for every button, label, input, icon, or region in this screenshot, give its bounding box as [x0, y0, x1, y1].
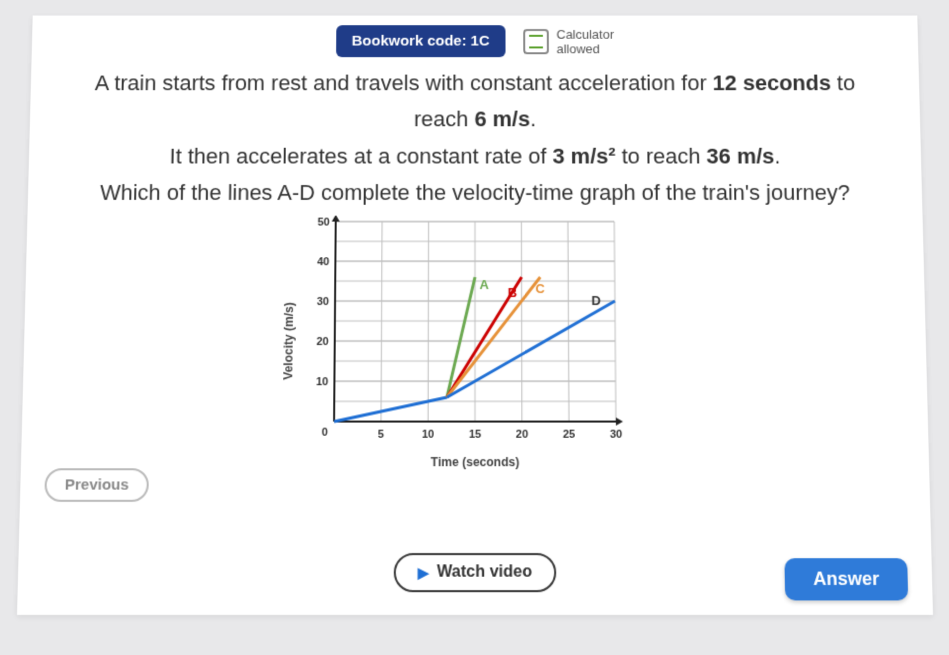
svg-text:20: 20 [316, 335, 328, 347]
previous-label: Previous [64, 476, 128, 493]
svg-text:5: 5 [377, 428, 383, 440]
q2a: It then accelerates at a constant rate o… [169, 144, 552, 169]
calculator-icon [522, 29, 548, 54]
chart-container: Velocity (m/s) 5 10 15 20 25 30 10 20 30 40 50 0 A B C… [51, 215, 899, 469]
svg-text:20: 20 [515, 428, 527, 440]
svg-text:10: 10 [316, 376, 328, 388]
question-card: Bookwork code: 1C Calculator allowed A t… [17, 16, 933, 615]
q2b: 3 m/s² [552, 144, 615, 169]
top-bar: Bookwork code: 1C Calculator allowed [61, 25, 889, 57]
svg-text:0: 0 [321, 426, 327, 438]
svg-text:30: 30 [316, 296, 328, 308]
q1a: A train starts from rest and travels wit… [94, 71, 712, 95]
q1d: 6 m/s [474, 107, 530, 131]
calculator-indicator: Calculator allowed [522, 27, 613, 56]
q2e: . [774, 144, 781, 169]
svg-text:10: 10 [421, 428, 433, 440]
watch-label: Watch video [436, 563, 531, 582]
calc-label-1: Calculator [556, 27, 614, 42]
velocity-time-chart: Velocity (m/s) 5101520253010203040500ABC… [303, 215, 646, 469]
watch-video-button[interactable]: ▶ Watch video [393, 553, 556, 592]
answer-label: Answer [812, 568, 878, 589]
svg-text:A: A [479, 277, 488, 292]
x-axis-label: Time (seconds) [303, 455, 646, 469]
y-axis-label: Velocity (m/s) [281, 302, 296, 380]
svg-text:25: 25 [562, 428, 574, 440]
question-text: A train starts from rest and travels wit… [57, 65, 892, 211]
svg-text:C: C [535, 281, 544, 296]
chart-svg: 5 10 15 20 25 30 10 20 30 40 50 0 A B C D [303, 215, 626, 445]
svg-text:15: 15 [468, 428, 480, 440]
q3: Which of the lines A-D complete the velo… [67, 174, 882, 211]
answer-button[interactable]: Answer [784, 558, 908, 600]
svg-text:50: 50 [317, 216, 329, 228]
bookwork-code-pill: Bookwork code: 1C [335, 25, 504, 57]
svg-text:30: 30 [609, 428, 621, 440]
q1e: . [529, 107, 535, 131]
play-icon: ▶ [417, 564, 428, 581]
svg-text:D: D [591, 292, 601, 307]
q2d: 36 m/s [706, 144, 774, 169]
svg-text:B: B [507, 285, 516, 300]
calc-label-2: allowed [556, 41, 614, 56]
q2c: to reach [615, 144, 706, 169]
previous-button[interactable]: Previous [44, 468, 149, 502]
svg-text:40: 40 [317, 256, 329, 268]
q1b: 12 seconds [712, 71, 831, 95]
